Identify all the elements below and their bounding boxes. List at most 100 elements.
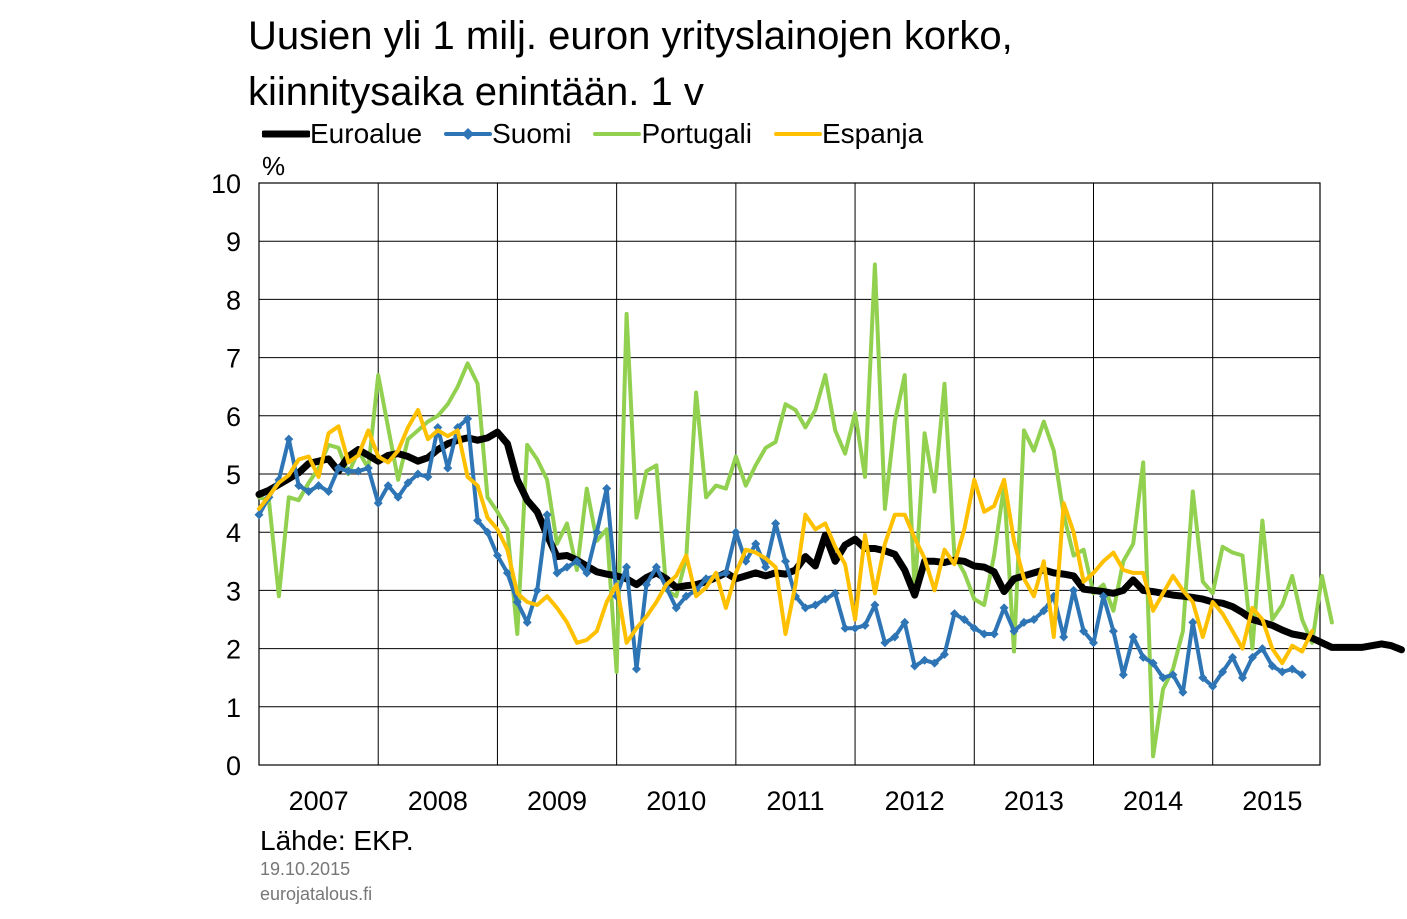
data-point-suomi [284,434,294,444]
data-point-suomi [771,518,781,528]
data-point-suomi [1168,670,1178,680]
data-point-suomi [781,556,791,566]
data-point-suomi [413,469,423,479]
y-tick-label: 6 [226,402,241,432]
data-point-suomi [393,492,403,502]
data-point-suomi [1098,591,1108,601]
data-point-suomi [304,486,314,496]
data-point-suomi [1069,585,1079,595]
data-point-suomi [572,556,582,566]
data-point-suomi [949,609,959,619]
series-line-suomi [257,416,1305,695]
data-point-suomi [522,617,532,627]
data-point-suomi [989,629,999,639]
data-point-suomi [622,562,632,572]
data-point-suomi [1178,687,1188,697]
data-point-suomi [900,617,910,627]
data-point-suomi [1148,658,1158,668]
x-tick-label: 2009 [527,786,587,816]
data-point-suomi [314,481,324,491]
plot-frame [258,182,1321,766]
y-tick-label: 2 [226,635,241,665]
data-point-suomi [423,472,433,482]
data-point-suomi [810,600,820,610]
x-tick-label: 2014 [1123,786,1183,816]
site-name: eurojatalous.fi [260,884,373,904]
data-point-suomi [1297,670,1307,680]
data-point-suomi [542,510,552,520]
data-point-suomi [1208,681,1218,691]
data-point-suomi [294,481,304,491]
legend-swatch-espanja [773,132,822,136]
y-axis-unit-label: % [262,151,286,181]
y-tick-label: 1 [226,693,241,723]
y-tick-label: 10 [211,169,241,199]
series-espanja [257,408,1315,666]
data-point-suomi [939,649,949,659]
data-point-suomi [681,591,691,601]
data-point-suomi [1238,673,1248,683]
legend-label-euroalue: Euroalue [310,118,423,149]
data-point-suomi [1079,626,1089,636]
legend-swatch-suomi [444,128,493,140]
data-point-suomi [632,664,642,674]
legend-item-euroalue: Euroalue [262,118,422,150]
x-tick-label: 2011 [766,786,824,816]
data-point-suomi [1108,626,1118,636]
data-point-suomi [870,600,880,610]
data-point-suomi [920,655,930,665]
data-point-suomi [1029,615,1039,624]
data-point-suomi [532,585,542,595]
data-point-suomi [1138,652,1148,662]
data-point-suomi [1247,652,1257,662]
legend-item-suomi: Suomi [444,118,571,150]
data-point-suomi [860,620,870,630]
legend-label-portugali: Portugali [641,118,752,149]
data-point-suomi [602,484,612,494]
data-point-suomi [830,588,840,598]
y-tick-label: 5 [226,460,241,490]
data-point-suomi [1118,670,1128,680]
legend-item-espanja: Espanja [773,118,924,150]
data-point-suomi [820,594,830,604]
y-tick-label: 3 [226,576,241,606]
data-point-suomi [373,498,383,508]
data-point-suomi [1009,626,1019,636]
data-point-suomi [363,463,373,473]
y-tick-label: 9 [226,227,241,257]
data-point-suomi [969,623,979,633]
legend-item-portugali: Portugali [593,118,752,150]
data-point-suomi [1218,667,1228,677]
data-point-suomi [959,615,969,624]
data-point-suomi [463,414,473,424]
data-point-suomi [850,623,860,633]
x-tick-label: 2013 [1004,786,1064,816]
legend-swatch-portugali [593,132,642,136]
data-point-suomi [999,603,1009,613]
data-point-suomi [840,623,850,633]
legend-label-espanja: Espanja [821,118,924,149]
data-point-suomi [1198,673,1208,683]
y-tick-label: 0 [226,751,241,781]
data-point-suomi [582,568,592,578]
chart-title-line-2: kiinnitysaika enintään. 1 v [248,70,704,114]
chart-legend: Euroalue Suomi Portugali Espanja [262,116,945,152]
data-point-suomi [880,638,890,648]
data-point-suomi [1088,638,1098,648]
data-point-suomi [1019,617,1029,627]
x-tick-label: 2010 [646,786,706,816]
x-tick-label: 2012 [885,786,945,816]
data-point-suomi [890,632,900,642]
data-point-suomi [343,466,353,476]
data-point-suomi [333,463,343,473]
data-point-suomi [1059,632,1069,642]
data-point-suomi [1188,617,1198,627]
data-point-suomi [721,568,731,578]
y-tick-label: 4 [226,518,241,548]
data-point-suomi [482,527,492,537]
data-point-suomi [930,658,940,668]
series-line-portugali [257,262,1334,759]
data-point-suomi [1128,632,1138,642]
data-point-suomi [473,516,483,526]
